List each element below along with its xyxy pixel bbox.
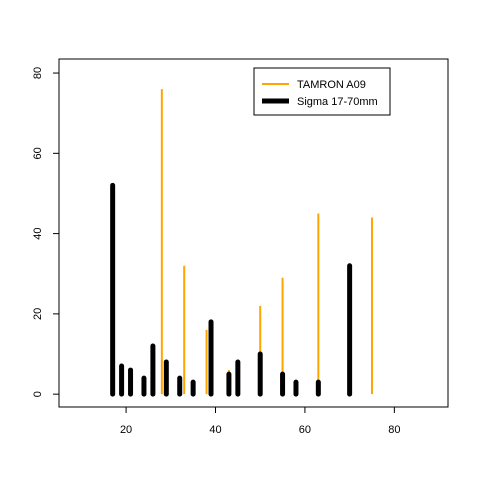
y-tick-label: 0 <box>32 391 44 397</box>
legend-label-tamron: TAMRON A09 <box>297 79 366 91</box>
x-tick-label: 60 <box>299 424 311 436</box>
y-tick-label: 60 <box>32 147 44 159</box>
y-axis: 0 20 40 60 80 <box>32 67 60 397</box>
chart-bars <box>110 89 373 397</box>
y-tick-label: 20 <box>32 308 44 320</box>
y-tick-label: 40 <box>32 227 44 239</box>
y-tick-label: 80 <box>32 67 44 79</box>
x-axis: 20 40 60 80 <box>120 406 400 436</box>
legend-label-sigma: Sigma 17-70mm <box>297 96 378 108</box>
legend-box <box>253 67 391 116</box>
x-tick-label: 40 <box>209 424 221 436</box>
x-tick-label: 80 <box>388 424 400 436</box>
x-tick-label: 20 <box>120 424 132 436</box>
legend: TAMRON A09 Sigma 17-70mm <box>253 67 391 116</box>
